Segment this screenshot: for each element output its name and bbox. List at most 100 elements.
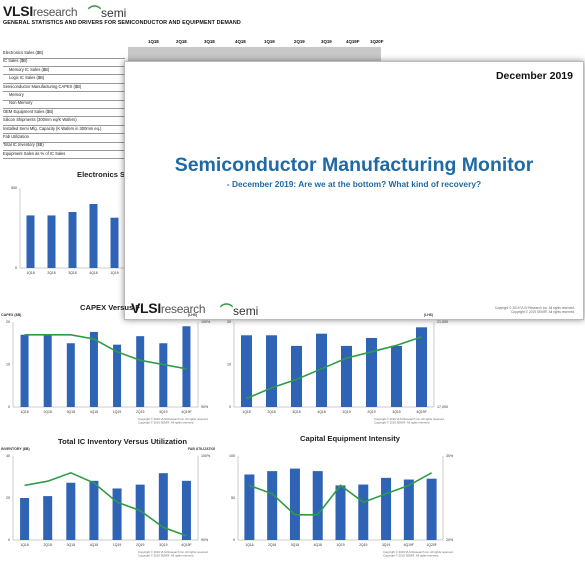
table-row-label: Non Memory (3, 100, 125, 109)
x-tick-label: 4Q19F (416, 410, 426, 414)
chart-bar (291, 345, 302, 407)
chart-copyright: Copyright © 2019 VLSI Research Inc. All … (383, 550, 454, 554)
capex-chart-title: CAPEX Versus F (80, 303, 140, 312)
chart-bar (182, 326, 191, 407)
chart-line (246, 336, 422, 400)
vlsi-research-logo: VLSIresearch (3, 3, 78, 19)
x-tick-label: 3Q18 (68, 271, 76, 275)
chart-line (24, 471, 187, 537)
chart-bar (381, 477, 392, 540)
cover-semi-logo: ⌒semi (220, 303, 259, 318)
quarter-header: 4Q19F (346, 39, 360, 44)
y-axis-label: CAPEX ($B) (1, 313, 22, 317)
chart-bar (244, 474, 255, 540)
chart-bar (43, 496, 53, 540)
chart-copyright: Copyright © 2019 VLSI Research Inc. All … (138, 417, 209, 421)
x-tick-label: 2Q18 (268, 543, 276, 547)
chart-bar (267, 471, 278, 540)
y2-tick-label: 100% (201, 454, 211, 458)
y-tick-label: 20 (227, 320, 231, 324)
chart-copyright: Copyright © 2019 SEMI®. All rights reser… (383, 554, 439, 558)
x-tick-label: 3Q18 (67, 410, 75, 414)
table-row-label: IC Sales ($B) (3, 58, 125, 67)
x-tick-label: 4Q18 (90, 543, 98, 547)
y2-axis-label: FAB UTILIZATION (LHS) (188, 447, 215, 451)
chart-bar (43, 334, 52, 407)
capacity-chart: 20 10 0 21,000 17,000 (LHS) 1Q18 2Q18 3Q18 4Q18 1Q… (227, 313, 448, 425)
x-tick-label: 3Q18 (67, 543, 75, 547)
x-tick-label: 1Q19 (113, 543, 121, 547)
quarter-header: 1Q18 (148, 39, 159, 44)
chart-bar (181, 480, 191, 540)
document-header-title: GENERAL STATISTICS AND DRIVERS FOR SEMIC… (3, 20, 241, 26)
y2-tick-label: 90% (201, 405, 209, 409)
table-row-labels: Electronics Sales ($B) IC Sales ($B) Memor… (3, 50, 125, 160)
table-row-label: Installed Semi Mfg. Capacity (K Wafers i… (3, 126, 125, 135)
table-row-label: Equipment Sales as % of IC Sales (3, 151, 125, 160)
chart-bar (66, 482, 76, 540)
equipment-intensity-chart-title: Capital Equipment Intensity (300, 434, 400, 443)
y2-axis-label: (LHS) (424, 313, 433, 317)
table-row-label: Electronics Sales ($B) (3, 50, 125, 59)
table-row-label: Fab Utilization (3, 134, 125, 143)
x-tick-label: 1Q20F (426, 543, 436, 547)
table-row-label: Memory (3, 92, 125, 101)
cover-subtitle: - December 2019: Are we at the bottom? W… (226, 179, 482, 189)
cover-title: Semiconductor Manufacturing Monitor (174, 154, 534, 176)
table-row-label: Logic IC Sales ($B) (3, 75, 125, 84)
x-tick-label: 4Q19F (404, 543, 414, 547)
y2-tick-label: 21,000 (437, 320, 448, 324)
y-tick-label: 100 (229, 454, 235, 458)
y2-tick-label: 100% (201, 320, 211, 324)
inventory-utilization-chart: 40 20 0 100% 90% INVENTORY ($B) FAB UTILIZATIO… (1, 447, 215, 558)
chart-bar (20, 334, 29, 407)
x-tick-label: 2Q18 (44, 410, 52, 414)
x-tick-label: 4Q18 (89, 271, 97, 275)
report-cover-slide: December 2019 Semiconductor Manufacturin… (124, 61, 584, 320)
capex-chart: 20 10 0 100% 90% CAPEX ($B) (LHS) 1Q18 2Q18 3Q18 4… (1, 313, 211, 425)
x-tick-label: 3Q19 (159, 543, 167, 547)
x-tick-label: 2Q19 (136, 410, 144, 414)
y-tick-label: 0 (15, 266, 17, 270)
x-tick-label: 3Q19 (382, 543, 390, 547)
y2-tick-label: 17,000 (437, 405, 448, 409)
chart-bar (266, 335, 277, 407)
x-tick-label: 4Q18 (90, 410, 98, 414)
cover-vlsi-logo: VLSIresearch (131, 300, 206, 316)
y-tick-label: 50 (231, 496, 235, 500)
chart-bar (335, 485, 346, 540)
y-tick-label: 20 (6, 320, 10, 324)
chart-bar (26, 215, 35, 268)
x-tick-label: 1Q19 (110, 271, 118, 275)
x-tick-label: 2Q19 (367, 410, 375, 414)
quarter-header: 3Q18 (204, 39, 215, 44)
chart-copyright: Copyright © 2019 VLSI Research Inc. All … (374, 417, 445, 421)
chart-copyright: Copyright © 2019 VLSI Research Inc. All … (138, 550, 209, 554)
y2-tick-label: 30% (446, 454, 454, 458)
x-tick-label: 1Q19 (336, 543, 344, 547)
x-tick-label: 4Q18 (314, 543, 322, 547)
chart-bar (136, 336, 145, 407)
semi-logo: ⌒semi (88, 5, 127, 20)
y2-axis-label: (LHS) (188, 313, 197, 317)
x-tick-label: 2Q18 (47, 271, 55, 275)
cover-copyright: Copyright © 2019 VLSI Research Inc. All … (494, 306, 575, 314)
table-row-label: Total IC Inventory ($B) (3, 142, 125, 151)
chart-bar (135, 484, 145, 540)
chart-bar (426, 478, 437, 540)
y-tick-label: 0 (233, 538, 235, 542)
x-tick-label: 2Q19 (359, 543, 367, 547)
chart-bar (241, 335, 252, 407)
chart-copyright: Copyright © 2019 SEMI®. All rights reser… (138, 554, 194, 558)
y2-tick-label: 20% (446, 538, 454, 542)
x-tick-label: 2Q19 (136, 543, 144, 547)
cover-date: December 2019 (495, 70, 573, 82)
electronics-chart-title: Electronics S (77, 170, 126, 179)
y-tick-label: 20 (6, 496, 10, 500)
quarter-header: 3Q19 (321, 39, 332, 44)
chart-bar (289, 468, 300, 540)
table-row-label: Silicon Shipments (300mm eq/K Wafers) (3, 117, 125, 126)
chart-line (249, 472, 432, 516)
table-row-label: OEM Equipment Sales ($B) (3, 109, 125, 118)
y2-tick-label: 90% (201, 538, 209, 542)
